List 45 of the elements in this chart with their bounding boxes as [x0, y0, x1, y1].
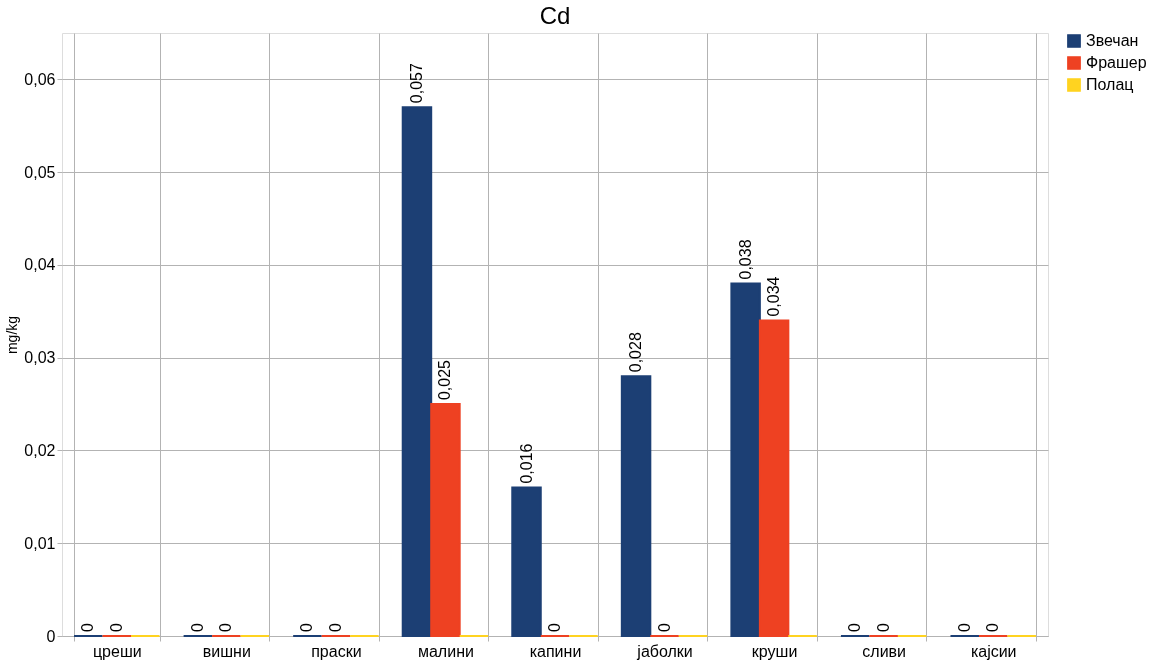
- x-tick-label: малини: [417, 642, 474, 660]
- data-label: 0,016: [517, 443, 535, 484]
- y-tick-label: 0,06: [24, 70, 56, 88]
- y-axis-title: mg/kg: [4, 315, 21, 355]
- data-label: 0: [984, 623, 1002, 632]
- data-label: 0: [298, 623, 316, 632]
- bar: [430, 403, 461, 637]
- y-tick-label: 0: [46, 627, 56, 645]
- x-tick-label: круши: [751, 642, 798, 660]
- data-label: 0,025: [436, 359, 454, 401]
- y-tick-label: 0,02: [24, 441, 56, 459]
- data-label: 0: [217, 623, 235, 632]
- data-label: 0: [955, 623, 973, 632]
- x-tick-label: праски: [311, 642, 362, 660]
- data-label: 0: [79, 623, 97, 632]
- data-label: 0,057: [407, 63, 425, 104]
- x-tick-label: сливи: [862, 642, 907, 660]
- bar: [620, 375, 652, 637]
- legend-label: Звечан: [1086, 32, 1139, 49]
- legend-label: Фрашер: [1086, 54, 1147, 71]
- data-label: 0,034: [765, 276, 783, 317]
- x-tick-label: јаболки: [636, 642, 693, 660]
- bar: [758, 319, 790, 637]
- data-label: 0: [326, 623, 344, 632]
- y-tick-label: 0,01: [24, 534, 56, 552]
- data-label: 0: [846, 623, 864, 632]
- x-tick-label: вишни: [202, 642, 251, 660]
- data-label: 0: [188, 623, 206, 632]
- y-tick-label: 0,04: [24, 256, 56, 274]
- data-label: 0: [546, 623, 563, 632]
- x-tick-label: кајсии: [970, 642, 1017, 660]
- data-label: 0: [874, 623, 892, 632]
- bar: [511, 486, 542, 637]
- data-label: 0: [655, 623, 673, 632]
- legend-label: Полац: [1086, 76, 1134, 93]
- data-label: 0,028: [627, 332, 645, 373]
- chart-title: Cd: [539, 2, 571, 29]
- x-tick-label: капини: [529, 642, 582, 660]
- y-tick-label: 0,03: [24, 349, 56, 367]
- bar: [730, 282, 761, 637]
- data-label: 0: [107, 623, 125, 632]
- bar: [401, 106, 433, 637]
- y-tick-label: 0,05: [24, 163, 56, 181]
- data-label: 0,038: [736, 239, 754, 280]
- x-tick-label: цреши: [92, 642, 142, 660]
